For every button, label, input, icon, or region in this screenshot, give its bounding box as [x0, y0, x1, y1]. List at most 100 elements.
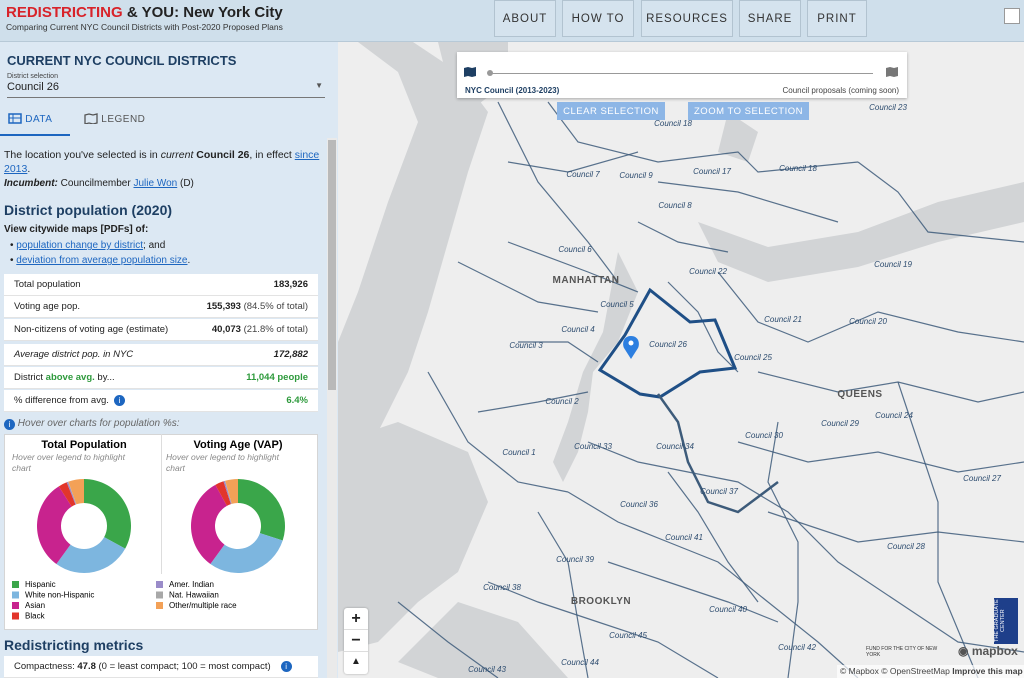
compactness-label: Compactness: [14, 661, 75, 672]
info-icon[interactable]: i [113, 395, 125, 406]
donut-segment[interactable] [68, 481, 77, 505]
district-boundary [667, 471, 759, 603]
water [553, 252, 638, 482]
location-pin[interactable] [623, 336, 639, 359]
district-label: Council 17 [693, 167, 731, 176]
link[interactable]: population change by district [16, 240, 144, 251]
link-item: • population change by district; and [10, 240, 166, 251]
info-icon[interactable]: i [280, 661, 292, 672]
donut-segment[interactable] [56, 537, 126, 573]
district-boundary [737, 441, 1024, 473]
legend-label[interactable]: Asian [25, 601, 45, 610]
selected-district [597, 287, 738, 399]
table-row: Voting age pop. 155,393 (84.5% of total) [4, 296, 318, 318]
legend-label[interactable]: Black [25, 612, 46, 621]
borough-label: BROOKLYN [571, 596, 631, 607]
district-boundary [487, 581, 719, 678]
district-boundary [587, 441, 1024, 653]
donut-segment[interactable] [224, 480, 232, 504]
compass[interactable]: ▲ [351, 656, 361, 667]
select-value: Council 26 [7, 81, 59, 93]
tab-legend[interactable]: LEGEND [84, 113, 145, 125]
donut-segment[interactable] [223, 480, 232, 505]
zoom-to-selection[interactable]: ZOOM TO SELECTION [688, 102, 809, 120]
label-text: % difference from avg. [14, 395, 109, 406]
legend-label[interactable]: Other/multiple race [169, 601, 237, 610]
district-boundary [507, 151, 639, 173]
nav-button[interactable]: HOW TO [562, 0, 634, 37]
intro-text: current [160, 149, 194, 161]
row-value: 6.4% [286, 395, 308, 406]
donut-segment[interactable] [215, 481, 231, 506]
tab-label: DATA [25, 114, 53, 125]
intro-text: The location you've selected is in [4, 149, 158, 161]
nav-button[interactable]: PRINT [807, 0, 867, 37]
chart-hint-box: Hover over legend to highlight chart [166, 452, 279, 473]
district-boundary [518, 341, 599, 363]
timeline-handle[interactable] [487, 70, 493, 76]
district-boundary [567, 491, 859, 678]
brand-city: New York City [183, 4, 283, 21]
section-heading: District population (2020) [4, 202, 173, 218]
nav-button[interactable]: SHARE [739, 0, 801, 37]
table-row: Non-citizens of voting age (estimate) 40,… [4, 319, 318, 341]
label-text: Non-citizens of voting age (estimate) [14, 324, 169, 335]
attr-link[interactable]: Improve this map [952, 666, 1023, 676]
donut-segment[interactable] [37, 486, 72, 565]
district-boundary [637, 221, 729, 253]
water [338, 422, 488, 652]
select-label: District selection [7, 73, 58, 80]
link[interactable]: Julie Won [133, 178, 178, 189]
donut-segment[interactable] [66, 481, 77, 505]
attr-link[interactable]: © Mapbox [840, 666, 879, 676]
legend-label[interactable]: Amer. Indian [169, 580, 214, 589]
nav-button[interactable]: ABOUT [494, 0, 556, 37]
scrollbar-thumb[interactable] [328, 140, 336, 390]
legend-swatch [156, 591, 163, 599]
row-value: 40,073 (21.8% of total) [212, 324, 308, 335]
nav-button[interactable]: RESOURCES [641, 0, 733, 37]
clear-selection[interactable]: CLEAR SELECTION [557, 102, 665, 120]
sidebar: CURRENT NYC COUNCIL DISTRICTS District s… [0, 42, 338, 678]
donut-segment[interactable] [84, 479, 132, 549]
donut-segment[interactable] [238, 479, 285, 541]
legend-swatch [12, 602, 19, 609]
link-after: ; and [143, 240, 166, 251]
district-label: Council 27 [963, 474, 1001, 483]
district-label: Council 38 [483, 583, 521, 592]
zoom-in[interactable]: + [344, 608, 368, 630]
district-select[interactable]: Council 26 ▼ [7, 81, 325, 98]
legend-label[interactable]: White non-Hispanic [25, 591, 94, 600]
district-label: Council 25 [734, 353, 772, 362]
intro-text: Council 26 [196, 149, 250, 161]
legend-swatch [12, 591, 19, 599]
link[interactable]: deviation from average population size [16, 255, 188, 266]
donut-segment[interactable] [210, 533, 283, 573]
divider [161, 434, 162, 574]
donut-segment[interactable] [68, 479, 84, 505]
legend-label[interactable]: Hispanic [25, 580, 56, 589]
compactness-value: 47.8 [77, 661, 96, 672]
district-label: Council 4 [561, 325, 595, 334]
link[interactable]: since 2013 [4, 149, 320, 175]
map[interactable]: MANHATTAN QUEENS BROOKLYN Council 18 Council… [338, 42, 1024, 678]
donut-segment[interactable] [191, 484, 227, 565]
borough-line [656, 393, 779, 514]
district-label: Council 7 [566, 170, 600, 179]
label-part: by... [97, 372, 115, 383]
zoom-out[interactable]: − [344, 630, 368, 652]
district-boundary [397, 601, 499, 678]
legend-label[interactable]: Nat. Hawaiian [169, 591, 219, 600]
donut-segment[interactable] [58, 482, 76, 507]
borough-label: MANHATTAN [553, 275, 620, 286]
tab-data[interactable]: DATA [8, 113, 52, 125]
donut-segment[interactable] [225, 479, 238, 504]
header: REDISTRICTING & YOU: New York City Compa… [0, 0, 1024, 42]
chart-hint: Hover over legend to highlight chart [12, 452, 125, 473]
corner-button[interactable] [1004, 8, 1020, 24]
section-heading: Redistricting metrics [4, 637, 144, 653]
district-label: Council 19 [874, 260, 912, 269]
attr-link[interactable]: © OpenStreetMap [881, 666, 950, 676]
intro-text: . [27, 163, 31, 175]
